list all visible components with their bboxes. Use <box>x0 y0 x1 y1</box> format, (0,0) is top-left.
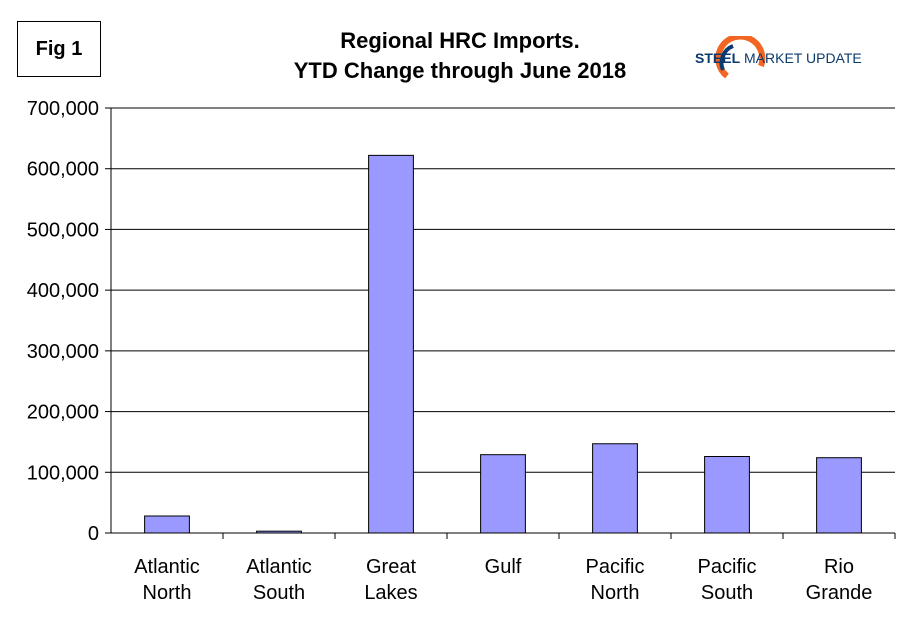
bar <box>816 457 862 534</box>
x-category-label: South <box>253 582 305 604</box>
y-tick-label: 0 <box>88 523 99 545</box>
chart-title: Regional HRC Imports. YTD Change through… <box>240 26 680 86</box>
x-category-label: Rio <box>824 556 854 578</box>
bar <box>480 454 526 534</box>
brand-logo: STEEL MARKET UPDATE <box>695 36 895 84</box>
bar <box>592 443 638 534</box>
y-tick-label: 700,000 <box>27 98 99 120</box>
x-category-label: Lakes <box>364 582 417 604</box>
x-category-label: Grande <box>806 582 873 604</box>
x-category-label: Pacific <box>698 556 757 578</box>
logo-word-light: MARKET UPDATE <box>744 50 862 66</box>
swoosh-icon <box>715 36 766 79</box>
y-tick-label: 400,000 <box>27 280 99 302</box>
y-tick-label: 600,000 <box>27 159 99 181</box>
x-category-label: North <box>591 582 640 604</box>
logo-wordmark: STEEL MARKET UPDATE <box>695 50 862 66</box>
x-category-label: Atlantic <box>246 556 312 578</box>
x-category-label: Pacific <box>586 556 645 578</box>
y-tick-label: 500,000 <box>27 219 99 241</box>
figure-label: Fig 1 <box>17 21 101 77</box>
bar <box>704 456 750 534</box>
bar <box>368 154 414 534</box>
title-line-1: Regional HRC Imports. <box>340 28 580 53</box>
bar <box>256 530 302 534</box>
y-tick-label: 300,000 <box>27 341 99 363</box>
x-category-label: Gulf <box>485 556 522 578</box>
x-category-label: Great <box>366 556 416 578</box>
y-tick-label: 100,000 <box>27 462 99 484</box>
logo-word-bold: STEEL <box>695 50 741 66</box>
bar <box>144 515 190 534</box>
y-tick-label: 200,000 <box>27 402 99 424</box>
x-category-label: North <box>143 582 192 604</box>
x-category-label: Atlantic <box>134 556 200 578</box>
title-line-2: YTD Change through June 2018 <box>293 58 627 83</box>
x-category-label: South <box>701 582 753 604</box>
